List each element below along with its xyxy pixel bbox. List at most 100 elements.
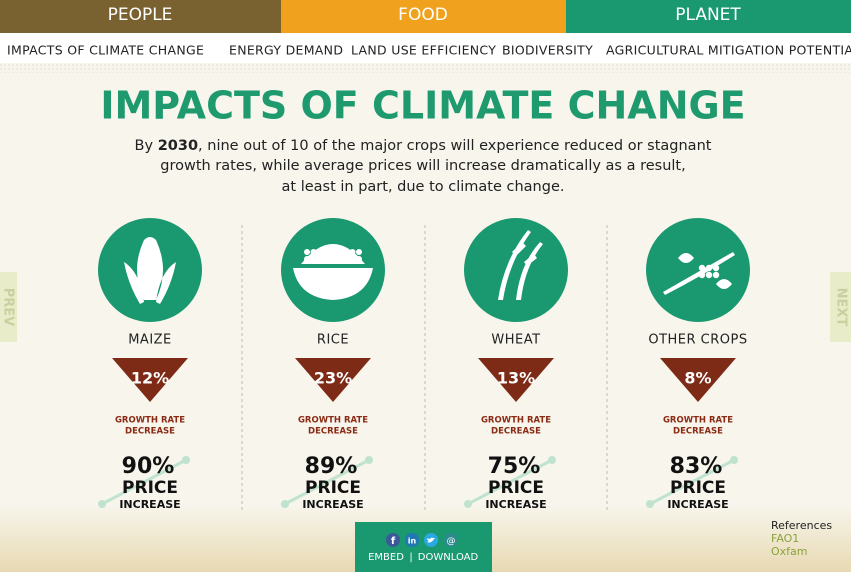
price-label: INCREASE xyxy=(485,498,546,511)
price-dot xyxy=(464,500,472,508)
crop-icon-bg xyxy=(464,218,568,322)
reference-link[interactable]: Oxfam xyxy=(771,545,808,558)
price-dot xyxy=(646,500,654,508)
rice-grain xyxy=(310,256,317,262)
rice-grain xyxy=(304,256,310,262)
linkedin-icon[interactable] xyxy=(405,533,419,547)
growth-value: 23% xyxy=(314,369,352,388)
price-value: 90% xyxy=(122,454,175,479)
crop-name: MAIZE xyxy=(128,333,172,348)
subnav-item[interactable]: LAND USE EFFICIENCY xyxy=(351,43,496,58)
berry xyxy=(705,271,713,279)
next-button[interactable] xyxy=(830,272,851,342)
references-title: References xyxy=(771,519,832,532)
subnav-item[interactable]: BIODIVERSITY xyxy=(502,43,593,58)
price-dot xyxy=(730,456,738,464)
growth-value: 12% xyxy=(131,369,169,388)
tab-planet[interactable] xyxy=(566,0,851,33)
growth-triangle xyxy=(295,358,371,402)
price-trend xyxy=(649,458,735,506)
price-dot xyxy=(281,500,289,508)
crop-name: RICE xyxy=(317,333,349,348)
tab-people[interactable] xyxy=(0,0,281,33)
embed-link[interactable]: EMBED xyxy=(368,552,404,563)
rice-grain xyxy=(343,256,349,262)
subnav-item[interactable]: AGRICULTURAL MITIGATION POTENTIAL xyxy=(606,43,851,58)
share-bar xyxy=(355,522,492,572)
intro-lead: By xyxy=(135,138,158,154)
growth-label: GROWTH RATE xyxy=(115,416,185,426)
berry xyxy=(705,264,713,272)
price-label: PRICE xyxy=(670,478,726,498)
email-glyph[interactable]: @ xyxy=(447,537,456,547)
subnav xyxy=(0,33,851,63)
crop-name: WHEAT xyxy=(491,333,540,348)
download-link[interactable]: DOWNLOAD xyxy=(418,552,479,563)
price-label: INCREASE xyxy=(302,498,363,511)
price-label: INCREASE xyxy=(667,498,728,511)
berry xyxy=(698,271,706,279)
growth-triangle xyxy=(112,358,188,402)
rice-grain xyxy=(323,249,330,255)
berry xyxy=(698,264,706,272)
rice-grain xyxy=(317,256,323,262)
price-dot xyxy=(98,500,106,508)
price-dot xyxy=(182,456,190,464)
berry xyxy=(712,264,720,272)
growth-label: DECREASE xyxy=(673,427,723,437)
tab-label[interactable]: PEOPLE xyxy=(108,5,173,25)
rice-grain xyxy=(304,249,310,255)
price-label: INCREASE xyxy=(119,498,180,511)
growth-value: 8% xyxy=(684,369,711,388)
crop-name: OTHER CROPS xyxy=(648,333,747,348)
crop-icon xyxy=(124,237,176,304)
linkedin-glyph[interactable]: in xyxy=(408,537,417,546)
tab-food[interactable] xyxy=(281,0,566,33)
prev-button[interactable] xyxy=(0,272,17,342)
growth-label: DECREASE xyxy=(491,427,541,437)
rice-grain xyxy=(317,249,323,255)
prev-label[interactable]: PREV xyxy=(1,288,16,326)
tab-label[interactable]: PLANET xyxy=(675,5,741,25)
rice-grain xyxy=(343,249,349,255)
tab-label[interactable]: FOOD xyxy=(398,5,448,25)
rice-grain xyxy=(323,256,330,262)
price-trend xyxy=(101,458,187,506)
facebook-glyph[interactable]: f xyxy=(391,536,396,547)
price-value: 89% xyxy=(305,454,358,479)
twitter-bird xyxy=(427,537,435,543)
price-trend xyxy=(284,458,370,506)
rice-grain xyxy=(310,249,317,255)
price-dot xyxy=(365,456,373,464)
berry xyxy=(712,271,720,279)
growth-triangle xyxy=(478,358,554,402)
reference-link[interactable]: FAO1 xyxy=(771,532,799,545)
growth-value: 13% xyxy=(497,369,535,388)
next-label[interactable]: NEXT xyxy=(834,288,849,327)
growth-label: GROWTH RATE xyxy=(663,416,733,426)
growth-label: DECREASE xyxy=(308,427,358,437)
rice-grain xyxy=(330,256,336,262)
price-trend xyxy=(467,458,553,506)
subnav-item[interactable]: IMPACTS OF CLIMATE CHANGE xyxy=(7,43,204,58)
growth-label: GROWTH RATE xyxy=(481,416,551,426)
rice-grain xyxy=(349,256,356,262)
subnav-item[interactable]: ENERGY DEMAND xyxy=(229,43,343,58)
rice-grain xyxy=(356,256,362,262)
intro-line: at least in part, due to climate change. xyxy=(282,179,565,195)
subnav-pattern xyxy=(0,63,851,73)
rice-grain xyxy=(336,249,343,255)
email-icon[interactable] xyxy=(444,533,458,547)
crop-icon xyxy=(663,252,735,295)
intro-line: By 2030, nine out of 10 of the major cro… xyxy=(135,138,712,154)
facebook-icon[interactable] xyxy=(386,533,400,547)
price-dot xyxy=(548,456,556,464)
growth-label: GROWTH RATE xyxy=(298,416,368,426)
rice-grain xyxy=(356,249,362,255)
intro-year: 2030 xyxy=(158,138,198,154)
growth-triangle xyxy=(660,358,736,402)
price-label: PRICE xyxy=(488,478,544,498)
price-label: PRICE xyxy=(305,478,361,498)
title: IMPACTS OF CLIMATE CHANGE xyxy=(100,84,745,128)
